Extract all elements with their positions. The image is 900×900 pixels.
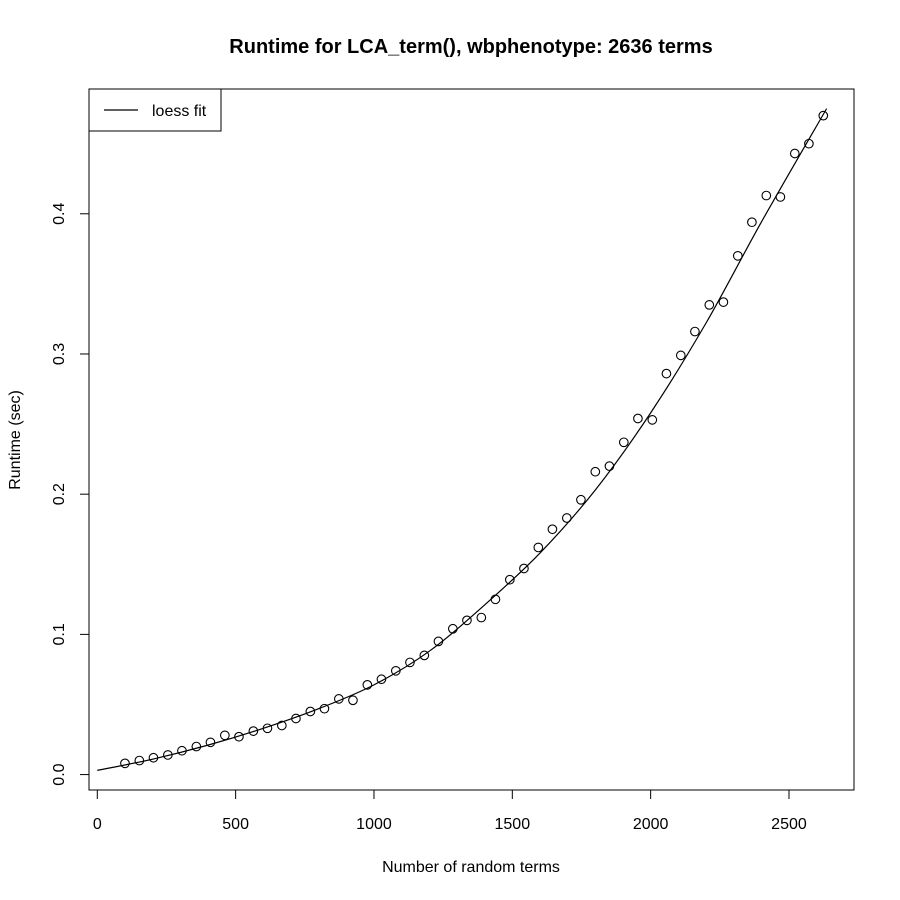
data-point	[533, 542, 544, 553]
data-point	[661, 368, 672, 379]
data-point	[319, 703, 330, 714]
legend-entry-loess-fit: loess fit	[152, 103, 207, 120]
data-point	[704, 300, 715, 310]
legend: loess fit	[88, 88, 222, 132]
x-tick-label: 2500	[771, 816, 807, 833]
data-point	[177, 745, 187, 756]
loess-fit-line	[97, 108, 828, 771]
data-point	[291, 713, 301, 724]
data-point	[789, 148, 800, 159]
x-tick-label: 1000	[356, 816, 392, 833]
data-point	[419, 650, 430, 661]
data-point	[120, 758, 130, 769]
y-tick-label: 0.0	[51, 763, 68, 785]
data-point	[576, 494, 586, 505]
x-axis-label: Number of random terms	[382, 859, 560, 876]
x-tick-label: 0	[93, 816, 102, 833]
data-point	[462, 615, 472, 626]
data-point	[604, 461, 615, 471]
data-point	[818, 110, 829, 121]
data-point	[590, 466, 601, 477]
data-point	[219, 730, 230, 741]
data-point	[333, 694, 344, 704]
data-point	[804, 138, 814, 149]
data-point	[647, 415, 658, 425]
x-axis: 0 500 1000 1500 2000 2500	[93, 789, 807, 833]
data-point	[633, 413, 643, 424]
data-point	[276, 720, 287, 731]
y-axis: 0.0 0.1 0.2 0.3 0.4	[51, 203, 90, 786]
data-point	[262, 723, 273, 734]
data-point	[433, 636, 444, 647]
data-points	[120, 110, 829, 769]
data-point	[305, 706, 316, 717]
y-tick-label: 0.1	[51, 623, 68, 645]
data-point	[761, 190, 772, 201]
data-point	[519, 563, 529, 574]
data-point	[148, 752, 159, 763]
y-axis-label: Runtime (sec)	[7, 390, 24, 490]
data-point	[376, 674, 387, 685]
data-point	[775, 192, 786, 202]
data-point	[248, 726, 259, 736]
x-tick-label: 500	[222, 816, 249, 833]
data-point	[747, 217, 757, 228]
plot-frame	[88, 88, 855, 791]
data-point	[718, 297, 729, 307]
data-point	[476, 612, 487, 623]
y-tick-label: 0.4	[51, 203, 68, 225]
data-point	[134, 755, 145, 766]
data-point	[205, 737, 216, 748]
data-point	[348, 695, 358, 706]
data-point	[675, 350, 686, 361]
data-point	[618, 437, 629, 448]
data-point	[732, 250, 743, 261]
data-point	[362, 679, 373, 690]
data-point	[234, 731, 244, 742]
data-point	[504, 574, 515, 585]
y-tick-label: 0.2	[51, 483, 68, 505]
x-tick-label: 1500	[495, 816, 531, 833]
data-point	[490, 594, 501, 605]
data-point	[390, 665, 401, 676]
data-point	[447, 623, 458, 634]
data-point	[561, 513, 572, 523]
x-tick-label: 2000	[633, 816, 669, 833]
data-point	[163, 750, 173, 760]
y-tick-label: 0.3	[51, 343, 68, 365]
data-point	[191, 741, 202, 752]
chart-title: Runtime for LCA_term(), wbphenotype: 263…	[229, 36, 712, 58]
data-point	[690, 326, 700, 337]
data-point	[405, 657, 415, 668]
data-point	[547, 524, 558, 535]
